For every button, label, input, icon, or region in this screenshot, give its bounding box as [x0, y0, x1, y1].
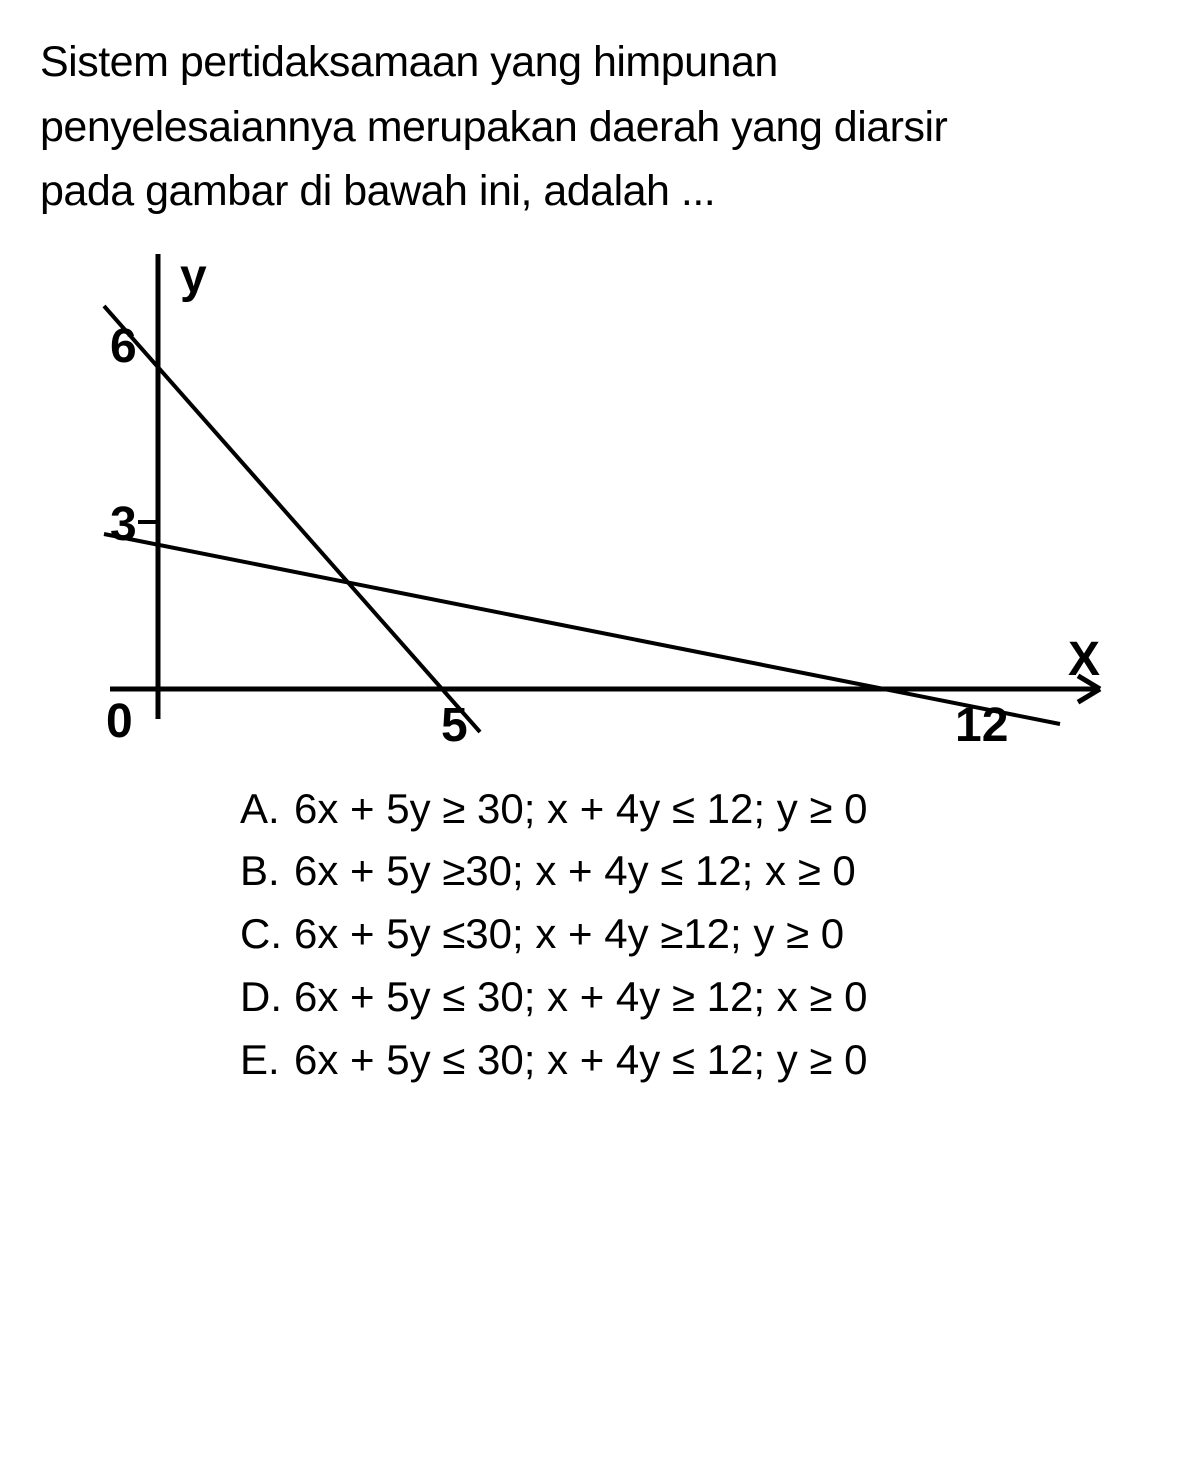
svg-text:y: y: [180, 250, 207, 303]
choice-letter: D.: [240, 967, 294, 1028]
choice-c: C. 6x + 5y ≤30; x + 4y ≥12; y ≥ 0: [240, 904, 1137, 965]
svg-text:X: X: [1068, 633, 1100, 686]
choice-letter: B.: [240, 841, 294, 902]
choice-letter: A.: [240, 779, 294, 840]
svg-text:12: 12: [955, 699, 1008, 752]
choice-letter: C.: [240, 904, 294, 965]
choice-letter: E.: [240, 1030, 294, 1091]
question-line-3: pada gambar di bawah ini, adalah ...: [40, 167, 715, 215]
svg-text:0: 0: [106, 695, 133, 748]
page-root: Sistem pertidaksamaan yang himpunan peny…: [0, 0, 1177, 1113]
answer-choices: A. 6x + 5y ≥ 30; x + 4y ≤ 12; y ≥ 0 B. 6…: [240, 779, 1137, 1091]
question-text: Sistem pertidaksamaan yang himpunan peny…: [40, 30, 1137, 224]
svg-text:6: 6: [110, 320, 137, 373]
choice-text: 6x + 5y ≥30; x + 4y ≤ 12; x ≥ 0: [294, 841, 856, 902]
choice-e: E. 6x + 5y ≤ 30; x + 4y ≤ 12; y ≥ 0: [240, 1030, 1137, 1091]
question-line-2: penyelesaiannya merupakan daerah yang di…: [40, 103, 947, 151]
svg-text:3: 3: [110, 498, 137, 551]
choice-text: 6x + 5y ≤ 30; x + 4y ≥ 12; x ≥ 0: [294, 967, 867, 1028]
svg-text:5: 5: [441, 699, 468, 752]
graph-svg: y X 0 6 3 5 12: [40, 244, 1137, 764]
question-line-1: Sistem pertidaksamaan yang himpunan: [40, 38, 778, 86]
choice-text: 6x + 5y ≤ 30; x + 4y ≤ 12; y ≥ 0: [294, 1030, 867, 1091]
choice-text: 6x + 5y ≤30; x + 4y ≥12; y ≥ 0: [294, 904, 844, 965]
choice-d: D. 6x + 5y ≤ 30; x + 4y ≥ 12; x ≥ 0: [240, 967, 1137, 1028]
choice-text: 6x + 5y ≥ 30; x + 4y ≤ 12; y ≥ 0: [294, 779, 867, 840]
choice-a: A. 6x + 5y ≥ 30; x + 4y ≤ 12; y ≥ 0: [240, 779, 1137, 840]
graph-region: y X 0 6 3 5 12: [40, 244, 1137, 769]
choice-b: B. 6x + 5y ≥30; x + 4y ≤ 12; x ≥ 0: [240, 841, 1137, 902]
